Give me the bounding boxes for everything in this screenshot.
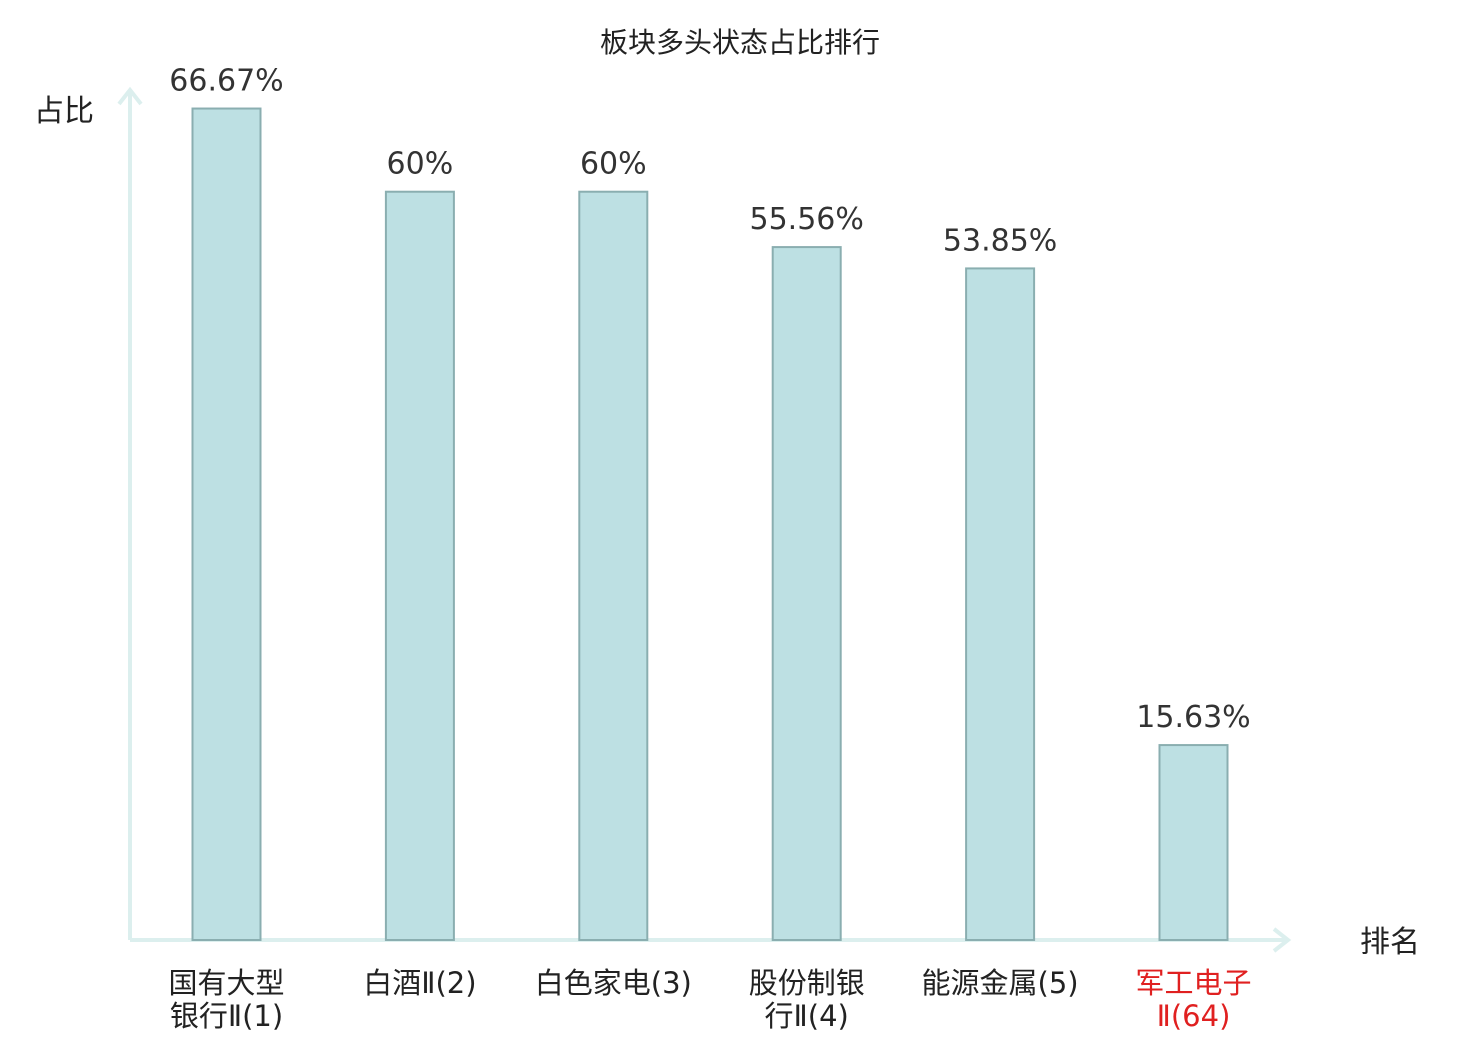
bar	[965, 267, 1036, 941]
bar-value-label: 55.56%	[750, 202, 864, 237]
bar-value-label: 15.63%	[1136, 700, 1250, 735]
x-tick-label: 能源金属(5)	[922, 966, 1079, 1000]
y-axis: 占比	[34, 86, 143, 940]
x-tick-label: 白色家电(3)	[535, 966, 692, 1000]
bar	[191, 107, 262, 942]
bars	[191, 107, 1229, 942]
y-axis-arrow	[117, 86, 143, 106]
x-tick-label: Ⅱ(64)	[1157, 999, 1231, 1033]
y-axis-label: 占比	[34, 94, 94, 129]
x-tick-label: 白酒Ⅱ(2)	[363, 966, 476, 1000]
bar	[578, 190, 649, 941]
x-axis: 排名	[130, 925, 1420, 960]
chart-title: 板块多头状态占比排行	[600, 26, 880, 59]
x-tick-label: 股份制银	[749, 966, 865, 1000]
bar-value-label: 66.67%	[169, 64, 283, 99]
bar-value-label: 60%	[387, 147, 454, 182]
x-tick-label: 军工电子	[1135, 966, 1251, 1000]
x-tick-label: 国有大型	[168, 966, 284, 1000]
bar-value-label: 60%	[580, 147, 647, 182]
bar	[1158, 744, 1229, 942]
bar-value-label: 53.85%	[943, 223, 1057, 258]
x-axis-label: 排名	[1360, 925, 1420, 960]
bar	[771, 246, 842, 942]
x-tick-label: 行Ⅱ(4)	[765, 999, 849, 1033]
bar	[384, 190, 455, 941]
x-tick-label: 银行Ⅱ(1)	[170, 999, 283, 1033]
x-axis-arrow	[1272, 927, 1292, 953]
value-labels: 66.67% 60% 60% 55.56% 53.85% 15.63%	[169, 64, 1250, 736]
